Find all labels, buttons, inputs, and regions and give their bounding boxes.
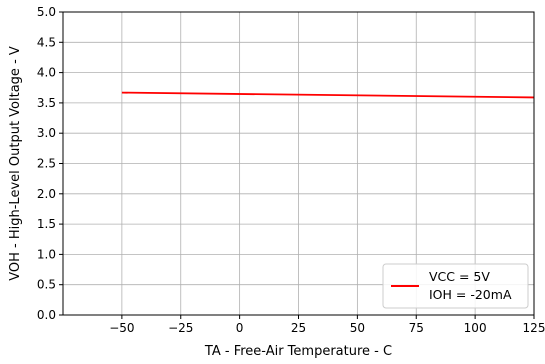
legend-label-line-1: VCC = 5V (429, 269, 490, 284)
y-tick-label: 1.0 (37, 247, 56, 261)
y-tick-label: 4.5 (37, 35, 56, 49)
ticks: −50 −25 0 25 50 75 100 125 0.0 0.5 1.0 1.5 2.0 2.5 3.0… (37, 5, 545, 335)
series-line (121, 91, 535, 99)
x-axis-label: TA - Free-Air Temperature - C (204, 344, 392, 359)
y-tick-label: 3.5 (37, 96, 56, 110)
series-layer (121, 91, 535, 99)
y-axis-label: VOH - High-Level Output Voltage - V (8, 46, 23, 281)
x-tick-label: 50 (350, 321, 365, 335)
x-tick-label: 0 (236, 321, 244, 335)
legend: VCC = 5V IOH = -20mA (382, 263, 529, 309)
x-tick-label: 25 (291, 321, 306, 335)
y-tick-label: 2.5 (37, 157, 56, 171)
y-tick-label: 1.5 (37, 217, 56, 231)
x-tick-label: 75 (409, 321, 424, 335)
y-tick-label: 0.0 (37, 308, 56, 322)
y-tick-label: 2.0 (37, 187, 56, 201)
x-tick-label: 100 (464, 321, 487, 335)
x-tick-label: −50 (109, 321, 134, 335)
x-tick-label: 125 (523, 321, 545, 335)
legend-label-line-2: IOH = -20mA (429, 287, 512, 302)
y-tick-label: 0.5 (37, 278, 56, 292)
y-tick-label: 3.0 (37, 126, 56, 140)
x-tick-label: −25 (168, 321, 193, 335)
grid (63, 11, 535, 316)
y-tick-label: 5.0 (37, 5, 56, 19)
legend-box (382, 263, 529, 309)
y-tick-label: 4.0 (37, 66, 56, 80)
